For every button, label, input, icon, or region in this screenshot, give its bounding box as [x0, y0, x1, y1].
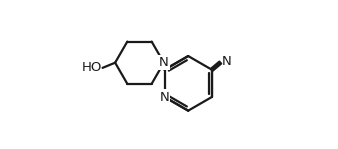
Text: N: N	[159, 56, 169, 69]
Text: N: N	[160, 90, 169, 104]
Text: N: N	[222, 55, 232, 68]
Text: HO: HO	[81, 61, 102, 74]
